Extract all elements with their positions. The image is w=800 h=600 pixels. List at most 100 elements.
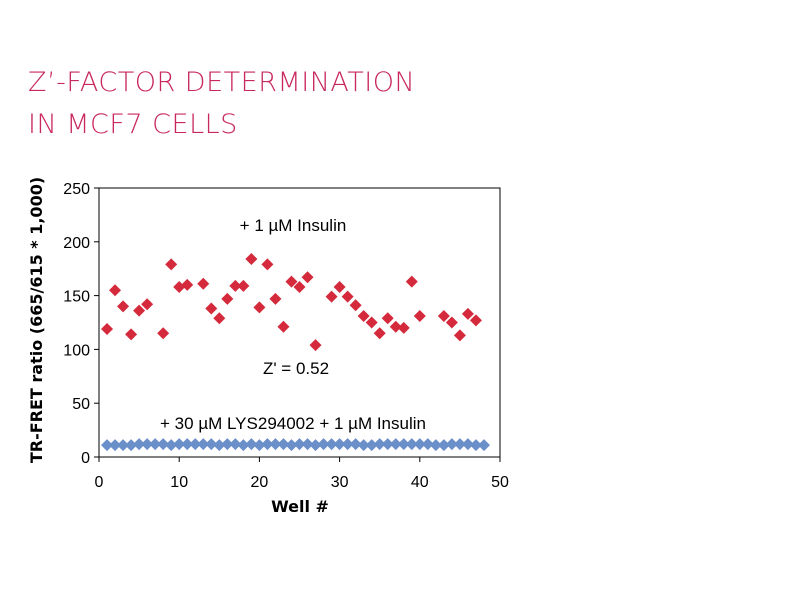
inhibitor-data-point [205,438,218,451]
insulin-data-point [285,275,298,288]
x-axis-label: Well # [271,497,329,516]
inhibitor-data-point [197,438,210,451]
insulin-data-point [405,275,418,288]
chart-title: Z’-FACTOR DETERMINATION IN MCF7 CELLS [28,62,415,146]
inhibitor-data-point [125,439,138,452]
inhibitor-data-point [141,438,154,451]
inhibitor-data-point [181,438,194,451]
inhibitor-data-point [373,438,386,451]
insulin-data-point [213,312,226,325]
insulin-data-point [365,316,378,329]
inhibitor-data-point [477,439,490,452]
x-tick-label: 40 [411,474,429,491]
inhibitor-data-point [221,438,234,451]
inhibitor-data-point [117,439,130,452]
inhibitor-data-point [397,438,410,451]
inhibitor-data-point [245,438,258,451]
x-tick-label: 0 [95,474,104,491]
chart-title-line-1: Z’-FACTOR DETERMINATION [28,67,416,98]
insulin-data-point [221,292,234,305]
inhibitor-data-point [285,439,298,452]
insulin-data-point [325,290,338,303]
insulin-data-point [277,320,290,333]
insulin-data-point [133,304,146,317]
plot-frame [98,187,501,458]
inhibitor-data-point [261,438,274,451]
inhibitor-data-point [405,438,418,451]
inhibitor-data-point [149,438,162,451]
y-tick-label: 150 [63,289,90,306]
insulin-data-point [237,279,250,292]
x-tick-label: 10 [170,474,188,491]
inhibitor-data-point [333,438,346,451]
inhibitor-data-point [341,438,354,451]
inhibitor-data-point [461,438,474,451]
inhibitor-data-point [157,438,170,451]
insulin-data-point [245,253,258,266]
inhibitor-data-point [277,438,290,451]
y-tick-label: 250 [63,181,90,198]
insulin-data-point [413,310,426,323]
axis-ticks: 0 10 20 30 40 50 0 50 100 150 200 250 [63,181,509,491]
inhibitor-data-point [237,439,250,452]
insulin-data-point [253,301,266,314]
inhibitor-data-point [381,438,394,451]
inhibitor-data-point [357,439,370,452]
inhibitor-data-point [445,438,458,451]
annotation-inhibitor: + 30 µM LYS294002 + 1 µM Insulin [160,414,426,433]
insulin-data-point [109,284,122,297]
insulin-data-point [389,320,402,333]
insulin-data-point [157,327,170,340]
insulin-data-point [397,321,410,334]
y-tick-label: 0 [81,450,90,467]
x-tick-label: 30 [331,474,349,491]
insulin-data-point [301,271,314,284]
insulin-data-point [461,307,474,320]
y-tick-label: 50 [72,396,90,413]
inhibitor-data-point [453,438,466,451]
inhibitor-data-point [189,438,202,451]
inhibitor-data-point [229,438,242,451]
inhibitor-data-point [421,438,434,451]
inhibitor-data-point [349,438,362,451]
inhibitor-data-point [101,439,114,452]
data-points [101,253,490,452]
inhibitor-data-point [389,438,402,451]
y-tick-label: 200 [63,235,90,252]
x-tick-label: 20 [251,474,269,491]
inhibitor-data-point [437,439,450,452]
inhibitor-data-point [365,439,378,452]
inhibitor-data-point [165,439,178,452]
annotation-z-factor: Z' = 0.52 [263,359,329,378]
inhibitor-data-point [325,438,338,451]
inhibitor-data-point [213,439,226,452]
insulin-data-point [101,322,114,335]
insulin-data-point [205,302,218,315]
chart-title-line-2: IN MCF7 CELLS [28,109,238,140]
y-tick-label: 100 [63,342,90,359]
inhibitor-data-point [469,439,482,452]
insulin-data-point [229,279,242,292]
insulin-data-point [165,258,178,271]
insulin-data-point [469,314,482,327]
inhibitor-data-point [133,438,146,451]
insulin-data-point [197,277,210,290]
inhibitor-data-point [309,439,322,452]
inhibitor-data-point [301,438,314,451]
insulin-data-point [261,258,274,271]
insulin-data-point [117,300,130,313]
insulin-data-point [309,339,322,352]
insulin-data-point [349,299,362,312]
inhibitor-data-point [413,438,426,451]
insulin-data-point [333,280,346,293]
insulin-data-point [341,290,354,303]
inhibitor-data-point [429,439,442,452]
annotation-insulin: + 1 µM Insulin [240,216,347,235]
insulin-data-point [181,278,194,291]
inhibitor-data-point [173,438,186,451]
insulin-data-point [269,292,282,305]
inhibitor-data-point [317,438,330,451]
x-tick-label: 50 [491,474,509,491]
insulin-data-point [357,310,370,323]
